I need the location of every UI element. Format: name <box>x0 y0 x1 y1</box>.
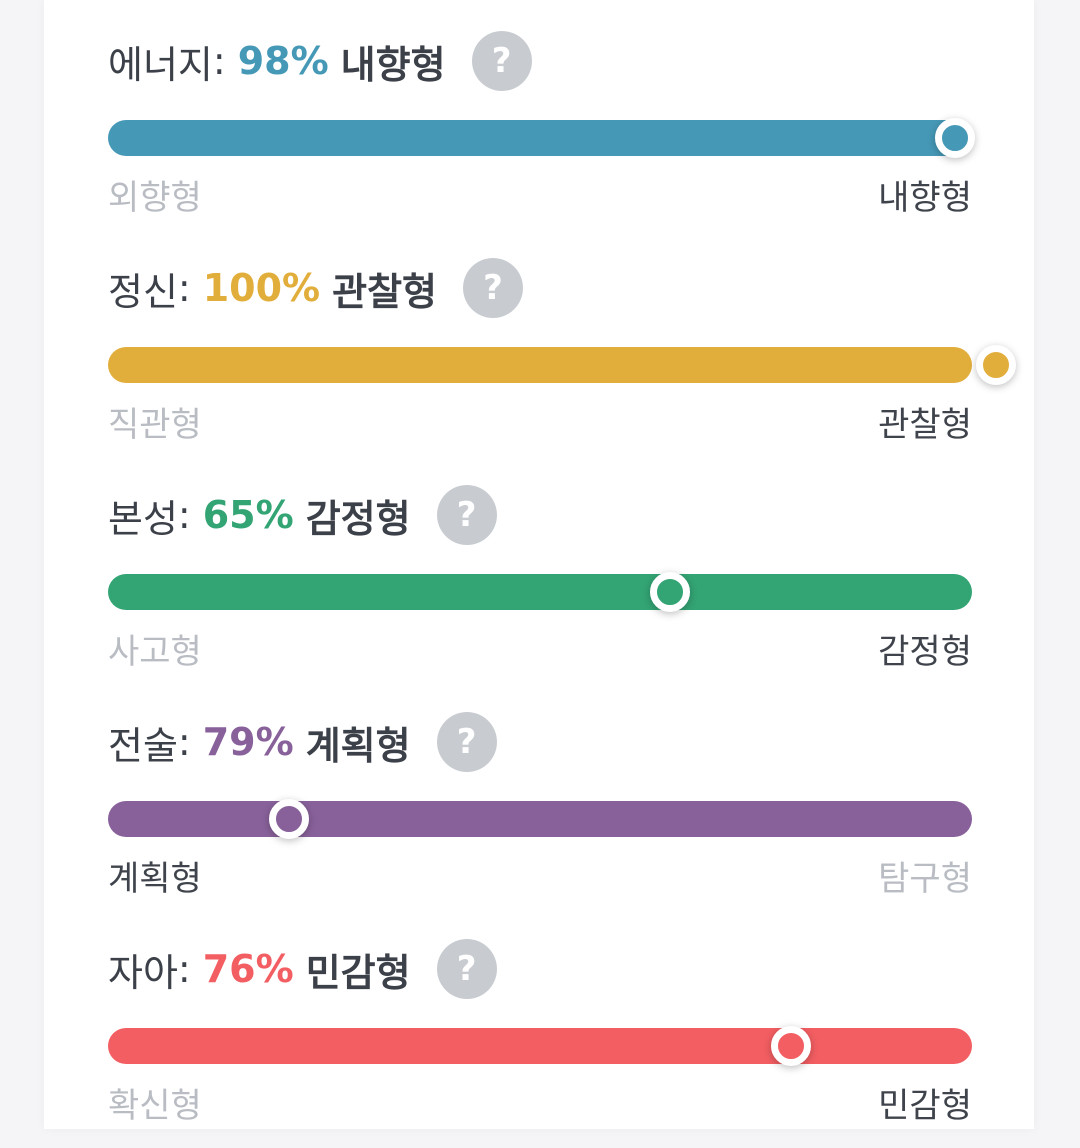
help-button[interactable]: ? <box>436 712 497 772</box>
trait-title: 본성: 65% 감정형 ? <box>108 484 497 546</box>
trait-percent: 65% <box>202 493 294 537</box>
right-end-label: 내향형 <box>878 178 972 218</box>
right-end-label: 민감형 <box>878 1086 972 1126</box>
left-end-label: 계획형 <box>108 859 202 899</box>
trait-bar <box>108 572 972 612</box>
personality-traits-card <box>44 0 1034 1129</box>
trait-bar-thumb[interactable] <box>934 118 975 158</box>
trait-title: 자아: 76% 민감형 ? <box>108 938 497 1000</box>
trait-bar <box>108 118 975 158</box>
trait-bar-thumb[interactable] <box>770 1026 811 1066</box>
trait-name: 전술 <box>108 723 178 768</box>
left-end-label: 직관형 <box>108 405 202 445</box>
trait-type: 민감형 <box>305 950 411 995</box>
trait-tactics: 전술: 79% 계획형 ? 계획형 탐구형 <box>108 711 972 921</box>
trait-identity: 자아: 76% 민감형 ? 확신형 민감형 <box>108 938 972 1148</box>
help-button[interactable]: ? <box>471 31 532 91</box>
trait-energy: 에너지: 98% 내향형 ? 외향형 내향형 <box>108 30 975 240</box>
trait-bar-thumb[interactable] <box>976 345 1016 385</box>
trait-title: 전술: 79% 계획형 ? <box>108 711 497 773</box>
trait-type: 내향형 <box>340 42 446 87</box>
left-end-label: 확신형 <box>108 1086 202 1126</box>
trait-nature: 본성: 65% 감정형 ? 사고형 감정형 <box>108 484 972 694</box>
trait-bar <box>108 799 972 839</box>
help-button[interactable]: ? <box>463 258 524 318</box>
trait-percent: 76% <box>202 947 294 991</box>
trait-percent: 98% <box>237 39 329 83</box>
trait-title: 에너지: 98% 내향형 ? <box>108 30 532 92</box>
trait-name: 본성 <box>108 496 178 541</box>
trait-bar-thumb[interactable] <box>649 572 690 612</box>
trait-title: 정신: 100% 관찰형 ? <box>108 257 524 319</box>
right-end-label: 감정형 <box>878 632 972 672</box>
trait-bar <box>108 345 1016 385</box>
trait-mind: 정신: 100% 관찰형 ? 직관형 관찰형 <box>108 257 1016 467</box>
trait-bar <box>108 1026 972 1066</box>
trait-percent: 79% <box>202 720 294 764</box>
help-button[interactable]: ? <box>436 939 497 999</box>
trait-type: 계획형 <box>305 723 411 768</box>
trait-name: 에너지 <box>108 42 213 87</box>
trait-bar-thumb[interactable] <box>269 799 310 839</box>
right-end-label: 탐구형 <box>878 859 972 899</box>
trait-percent: 100% <box>202 266 321 310</box>
trait-name: 자아 <box>108 950 178 995</box>
trait-type: 관찰형 <box>332 269 438 314</box>
right-end-label: 관찰형 <box>878 405 972 445</box>
help-button[interactable]: ? <box>436 485 497 545</box>
trait-name: 정신 <box>108 269 178 314</box>
left-end-label: 외향형 <box>108 178 202 218</box>
left-end-label: 사고형 <box>108 632 202 672</box>
trait-type: 감정형 <box>305 496 411 541</box>
